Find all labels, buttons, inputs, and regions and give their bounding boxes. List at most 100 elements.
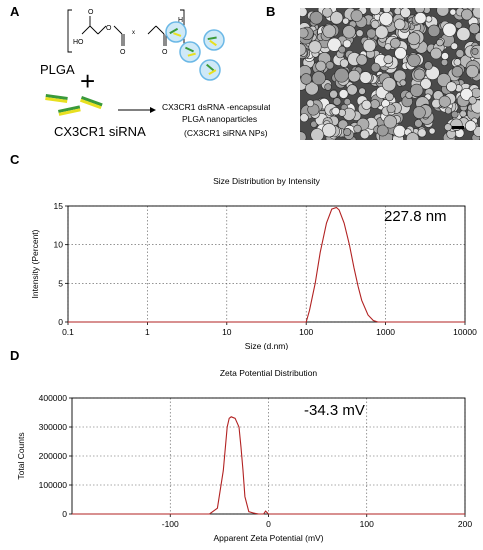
sem-particle	[386, 104, 396, 114]
sem-particle	[468, 96, 477, 105]
sem-particle	[420, 78, 432, 90]
data-series-line	[72, 416, 465, 515]
sem-particle	[455, 49, 465, 58]
sem-particle	[327, 37, 342, 52]
y-tick-label: 400000	[39, 393, 68, 403]
sirna-label: CX3CR1 siRNA	[54, 124, 146, 139]
sem-particle	[449, 8, 457, 16]
panel-letter-a: A	[10, 4, 20, 19]
x-tick-label: 1	[145, 327, 150, 337]
sem-particle	[332, 97, 342, 106]
sem-particle	[353, 124, 362, 133]
sem-particle	[362, 38, 377, 53]
reaction-arrow-icon	[118, 107, 156, 113]
sem-particle	[374, 25, 389, 39]
sem-particle	[300, 113, 309, 123]
sem-particle	[444, 107, 452, 115]
sem-particle	[436, 38, 444, 47]
sem-particle	[383, 115, 398, 129]
sem-particle	[381, 77, 397, 92]
x-axis-label: Apparent Zeta Potential (mV)	[213, 533, 323, 543]
sem-particle	[383, 54, 394, 65]
product-label-line3: (CX3CR1 siRNA NPs)	[184, 128, 268, 138]
sem-particle	[329, 11, 344, 25]
sem-particle	[300, 43, 307, 56]
sem-particle	[346, 84, 358, 96]
sem-particle	[342, 25, 356, 39]
x-tick-label: 100	[360, 519, 374, 529]
sem-particle	[444, 123, 452, 132]
chart-title: Size Distribution by Intensity	[213, 176, 321, 186]
formula-o3: O	[120, 49, 126, 56]
x-tick-label: 10	[222, 327, 232, 337]
sem-particle	[450, 42, 459, 50]
y-tick-label: 300000	[39, 422, 68, 432]
sem-particle	[370, 99, 380, 109]
y-tick-label: 10	[54, 240, 64, 250]
sem-particle	[300, 27, 309, 39]
sem-particle	[325, 61, 335, 70]
sem-particle	[427, 24, 441, 37]
x-tick-label: 10000	[453, 327, 477, 337]
data-series-line	[68, 206, 465, 323]
sem-particle	[370, 19, 380, 29]
formula-subscript-x: x	[132, 30, 135, 36]
sem-particle	[436, 73, 451, 87]
x-tick-label: -100	[162, 519, 179, 529]
sem-particle	[339, 58, 349, 68]
peak-value-annotation: 227.8 nm	[384, 208, 447, 225]
sem-particle	[310, 128, 324, 140]
formula-o1: O	[88, 9, 94, 16]
sem-particle	[393, 18, 406, 30]
sem-particle	[413, 68, 426, 81]
sem-particle	[385, 92, 394, 102]
sem-particle	[376, 124, 389, 137]
sem-particle	[465, 120, 477, 132]
sem-particle	[454, 21, 463, 29]
sem-particle	[350, 9, 363, 22]
sem-particle	[305, 81, 319, 96]
sem-particle	[370, 62, 381, 73]
sem-particle	[331, 106, 340, 116]
y-tick-label: 5	[58, 278, 63, 288]
formula-o2: O	[106, 25, 112, 32]
sem-particle	[424, 61, 433, 70]
sem-particle	[471, 47, 479, 55]
sem-particle	[309, 11, 323, 25]
sem-particle	[334, 67, 349, 83]
y-tick-label: 0	[62, 509, 67, 519]
plga-structural-formula	[67, 9, 188, 53]
sem-particle	[306, 99, 315, 108]
product-label-line2: PLGA nanoparticles	[182, 114, 257, 124]
sem-particle	[347, 69, 361, 83]
sem-particle	[440, 58, 449, 67]
sem-particle	[329, 89, 338, 99]
formula-ho: HO	[73, 39, 84, 46]
sem-particle	[366, 28, 377, 39]
sem-particle	[355, 29, 364, 38]
sem-particle	[399, 79, 407, 87]
y-tick-label: 100000	[39, 480, 68, 490]
sem-particle	[474, 32, 480, 42]
sem-particle	[359, 71, 372, 84]
sem-particle	[425, 15, 433, 23]
sem-particle	[359, 129, 370, 140]
sem-particle	[406, 132, 420, 140]
sem-particle	[400, 8, 411, 19]
x-tick-label: 100	[299, 327, 313, 337]
sem-particle	[417, 128, 427, 138]
sem-particle	[442, 22, 457, 37]
sem-particle	[300, 8, 308, 17]
panel-letter-b: B	[266, 4, 276, 19]
panel-letter-d: D	[10, 348, 20, 363]
sem-particle	[300, 131, 307, 140]
y-tick-label: 200000	[39, 451, 68, 461]
sem-particle	[430, 47, 442, 60]
x-tick-label: 0.1	[62, 327, 74, 337]
sem-particle	[412, 106, 426, 119]
sem-particle	[361, 99, 372, 110]
sem-particle	[369, 8, 381, 16]
sem-particle	[468, 23, 480, 35]
sem-particle	[308, 40, 322, 54]
x-tick-label: 0	[266, 519, 271, 529]
